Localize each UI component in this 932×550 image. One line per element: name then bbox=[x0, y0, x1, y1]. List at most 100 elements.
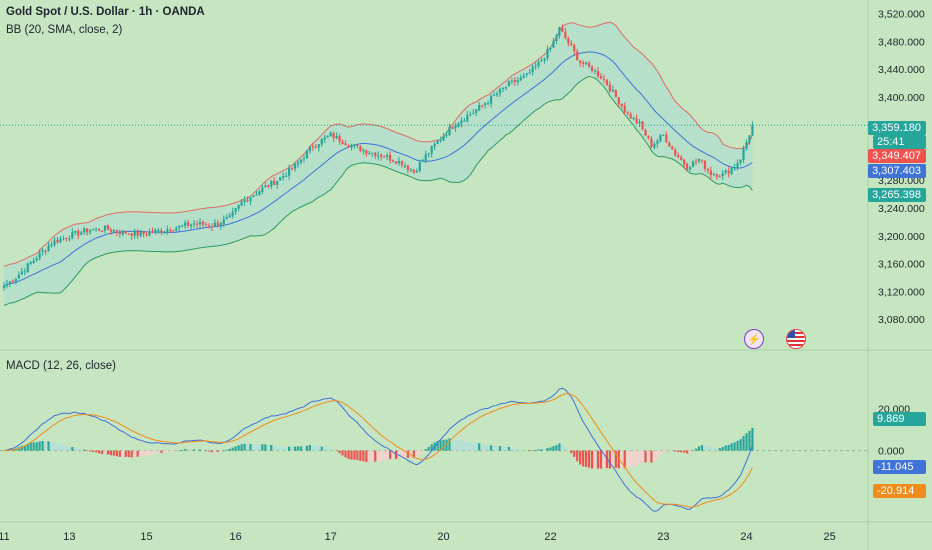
bb-basis-line bbox=[3, 51, 753, 287]
price-axis-tick: 3,440.000 bbox=[878, 64, 925, 76]
macd-histogram-bar bbox=[261, 444, 264, 451]
price-axis-tick: 3,240.000 bbox=[878, 203, 925, 215]
candle-body bbox=[371, 152, 374, 154]
macd-histogram-bar bbox=[718, 448, 721, 451]
candle-body bbox=[17, 274, 20, 279]
candle-body bbox=[59, 238, 62, 243]
candle-body bbox=[204, 224, 208, 226]
macd-histogram-bar bbox=[359, 450, 362, 462]
macd-histogram-bar bbox=[638, 450, 641, 464]
macd-histogram-bar bbox=[454, 439, 457, 451]
candle-body bbox=[154, 229, 157, 233]
macd-histogram-bar bbox=[290, 446, 294, 451]
candle-body bbox=[14, 279, 17, 283]
macd-histogram-bar bbox=[397, 450, 401, 459]
macd-histogram-bar bbox=[121, 450, 124, 457]
candle-body bbox=[587, 62, 591, 67]
macd-histogram-bar bbox=[273, 446, 276, 451]
macd-histogram-bar bbox=[26, 443, 29, 451]
macd-histogram-bar bbox=[320, 446, 323, 451]
candle-body bbox=[53, 240, 56, 245]
macd-histogram-bar bbox=[139, 450, 142, 456]
candle-body bbox=[341, 141, 344, 144]
candle-body bbox=[736, 163, 739, 168]
candle-body bbox=[472, 112, 475, 115]
macd-histogram-bar bbox=[92, 450, 95, 453]
candle-body bbox=[213, 222, 216, 227]
candle-body bbox=[41, 250, 44, 252]
candle-body bbox=[567, 38, 570, 44]
candle-body bbox=[94, 228, 98, 230]
macd-histogram-bar bbox=[377, 450, 380, 462]
candle-body bbox=[38, 252, 41, 259]
candle-body bbox=[700, 159, 704, 161]
candle-body bbox=[222, 219, 225, 225]
candle-body bbox=[727, 170, 730, 174]
macd-histogram-bar bbox=[255, 444, 258, 451]
price-axis-tick: 3,280.000 bbox=[878, 175, 925, 187]
macd-line-tag: -11.045 bbox=[873, 460, 926, 474]
macd-histogram-bar bbox=[356, 450, 359, 460]
candle-body bbox=[519, 77, 522, 81]
candle-body bbox=[100, 230, 104, 232]
macd-histogram-bar bbox=[641, 450, 644, 463]
candle-body bbox=[427, 153, 430, 155]
macd-histogram-bar bbox=[519, 449, 522, 451]
macd-histogram-bar bbox=[317, 446, 320, 451]
candle-body bbox=[507, 81, 510, 87]
candle-body bbox=[184, 222, 187, 226]
candle-body bbox=[187, 222, 190, 226]
candle-body bbox=[44, 250, 47, 252]
candle-body bbox=[62, 238, 65, 240]
candle-body bbox=[742, 148, 745, 160]
macd-histogram-bar bbox=[267, 445, 270, 451]
candle-body bbox=[359, 145, 362, 151]
macd-histogram-bar bbox=[671, 450, 674, 452]
macd-histogram-bar bbox=[525, 450, 528, 451]
macd-histogram-bar bbox=[35, 442, 38, 451]
macd-histogram-bar bbox=[181, 449, 184, 451]
candle-body bbox=[68, 238, 71, 240]
candle-body bbox=[228, 215, 231, 218]
macd-histogram-bar bbox=[653, 450, 656, 462]
macd-histogram-bar bbox=[617, 450, 620, 469]
candle-body bbox=[546, 49, 549, 59]
price-axis-tick: 3,520.000 bbox=[878, 8, 925, 20]
bb-lower-line bbox=[3, 75, 753, 306]
macd-histogram-bar bbox=[400, 450, 404, 459]
macd-histogram-bar bbox=[192, 449, 196, 451]
candle-body bbox=[74, 230, 77, 233]
candle-body bbox=[650, 138, 653, 148]
bb-basis-tag: 3,307.403 bbox=[868, 164, 926, 178]
bb-indicator-label[interactable]: BB (20, SMA, close, 2) bbox=[6, 24, 123, 36]
macd-histogram-bar bbox=[659, 450, 662, 456]
macd-indicator-label[interactable]: MACD (12, 26, close) bbox=[6, 360, 116, 372]
macd-histogram-bar bbox=[700, 445, 704, 451]
macd-histogram-bar bbox=[279, 446, 282, 451]
macd-histogram-bar bbox=[178, 450, 181, 452]
candle-body bbox=[136, 230, 139, 236]
candle-body bbox=[724, 170, 727, 173]
candle-body bbox=[133, 231, 136, 236]
candle-body bbox=[326, 135, 329, 138]
candle-body bbox=[225, 217, 228, 220]
candle-body bbox=[641, 121, 644, 130]
candle-body bbox=[415, 170, 418, 173]
macd-histogram-bar bbox=[513, 448, 516, 451]
candle-body bbox=[374, 152, 377, 157]
macd-histogram-bar bbox=[160, 450, 163, 453]
macd-histogram-bar bbox=[166, 450, 169, 453]
candle-body bbox=[510, 80, 513, 82]
candle-body bbox=[112, 230, 115, 232]
candle-body bbox=[400, 160, 404, 166]
lightning-icon[interactable]: ⚡ bbox=[744, 329, 764, 349]
candle-body bbox=[668, 142, 671, 147]
candle-body bbox=[484, 103, 487, 106]
macd-histogram-bar bbox=[510, 447, 513, 451]
us-flag-icon[interactable] bbox=[786, 329, 806, 349]
candle-body bbox=[219, 223, 222, 226]
symbol-title[interactable]: Gold Spot / U.S. Dollar · 1h · OANDA bbox=[6, 6, 205, 18]
candle-body bbox=[252, 195, 255, 197]
macd-histogram-bar bbox=[742, 436, 745, 451]
